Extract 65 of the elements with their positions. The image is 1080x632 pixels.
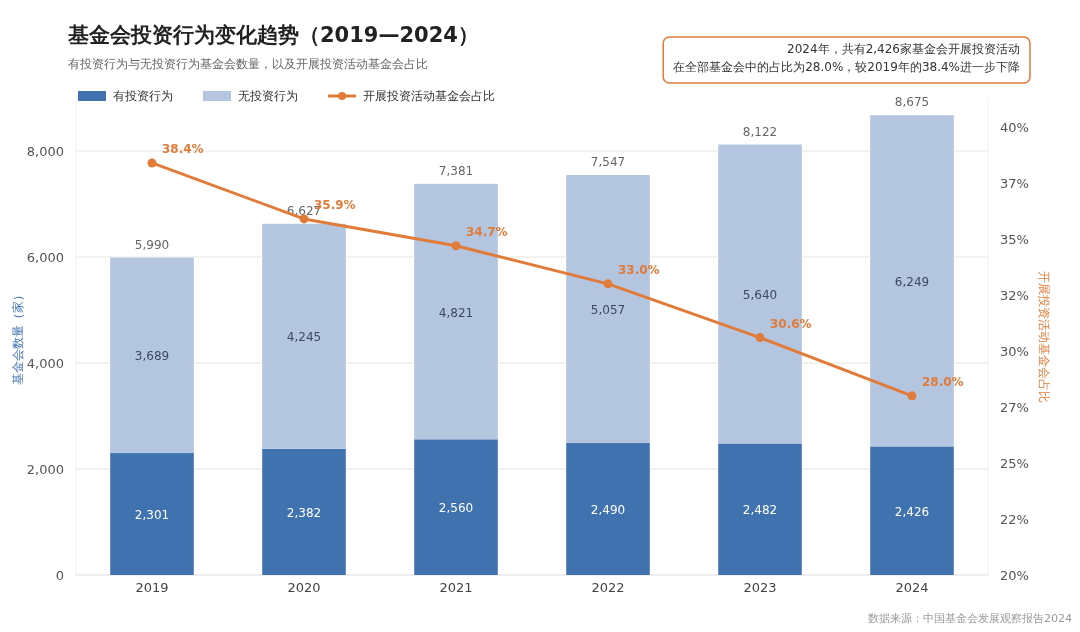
y2-tick-label: 40% bbox=[1000, 120, 1029, 136]
data-label: 33.0% bbox=[618, 262, 660, 277]
y2-tick-label: 37% bbox=[1000, 176, 1029, 192]
y-axis-title: 基金会数量（家） bbox=[11, 288, 25, 385]
bar bbox=[262, 448, 346, 575]
x-tick-label: 2021 bbox=[439, 580, 473, 595]
y2-tick-label: 32% bbox=[1000, 288, 1029, 304]
y2-tick-label: 22% bbox=[1000, 512, 1029, 528]
y2-axis-title: 开展投资活动基金会占比 bbox=[1037, 270, 1051, 403]
x-tick-label: 2022 bbox=[591, 580, 625, 595]
legend-label: 无投资行为 bbox=[238, 89, 298, 103]
x-tick-label: 2023 bbox=[743, 580, 777, 595]
data-label: 4,245 bbox=[286, 330, 322, 345]
data-label: 34.7% bbox=[466, 224, 508, 239]
bar bbox=[566, 443, 650, 575]
point bbox=[603, 279, 613, 289]
data-label: 4,821 bbox=[438, 305, 474, 320]
data-label: 5,640 bbox=[742, 287, 778, 302]
y2-tick-label: 30% bbox=[1000, 344, 1029, 360]
legend-label: 有投资行为 bbox=[113, 89, 173, 103]
data-label: 30.6% bbox=[770, 316, 812, 331]
data-label: 2,301 bbox=[134, 508, 170, 523]
total-label: 7,381 bbox=[438, 163, 474, 178]
total-label: 5,990 bbox=[134, 237, 170, 252]
bar bbox=[110, 453, 194, 575]
total-label: 8,122 bbox=[742, 124, 778, 139]
x-tick-label: 2024 bbox=[895, 580, 929, 595]
data-label: 2,490 bbox=[590, 503, 626, 518]
bar bbox=[262, 223, 346, 449]
chart-subtitle: 有投资行为与无投资行为基金会数量，以及开展投资活动基金会占比 bbox=[68, 57, 428, 71]
total-label: 8,675 bbox=[894, 95, 930, 110]
bar bbox=[718, 443, 802, 575]
y2-tick-label: 25% bbox=[1000, 456, 1029, 472]
y2-tick-label: 27% bbox=[1000, 400, 1029, 416]
y2-tick-label: 20% bbox=[1000, 568, 1029, 583]
data-label: 38.4% bbox=[162, 141, 204, 156]
y-tick-label: 8,000 bbox=[26, 144, 64, 159]
y-tick-label: 2,000 bbox=[26, 462, 64, 477]
bar bbox=[870, 446, 954, 575]
bar bbox=[414, 439, 498, 575]
x-tick-label: 2019 bbox=[135, 580, 169, 595]
y2-tick-label: 35% bbox=[1000, 232, 1029, 248]
chart-title: 基金会投资行为变化趋势（2019—2024） bbox=[67, 23, 479, 47]
x-tick-label: 2020 bbox=[287, 580, 321, 595]
point bbox=[451, 241, 461, 251]
y-tick-label: 4,000 bbox=[26, 356, 64, 371]
data-label: 5,057 bbox=[590, 303, 626, 318]
y-tick-label: 0 bbox=[55, 568, 64, 583]
data-label: 28.0% bbox=[922, 374, 964, 389]
total-label: 7,547 bbox=[590, 155, 626, 170]
point bbox=[907, 391, 917, 401]
data-label: 2,382 bbox=[286, 505, 322, 520]
data-label: 2,482 bbox=[742, 503, 778, 518]
note: 2024年，共有2,426家基金会开展投资活动 在全部基金会中的占比为28.0%，较2019年的38.4%进一步下降 bbox=[662, 36, 1031, 84]
y-tick-label: 6,000 bbox=[26, 250, 64, 265]
source-note: 数据来源：中国基金会发展观察报告2024 bbox=[868, 612, 1072, 625]
point bbox=[299, 214, 309, 224]
data-label: 6,249 bbox=[894, 274, 930, 289]
data-label: 3,689 bbox=[134, 349, 170, 364]
point bbox=[147, 158, 157, 168]
data-label: 2,426 bbox=[894, 504, 930, 519]
data-label: 2,560 bbox=[438, 501, 474, 516]
legend-label: 开展投资活动基金会占比 bbox=[363, 89, 495, 103]
point bbox=[755, 333, 765, 343]
bar bbox=[110, 257, 194, 454]
